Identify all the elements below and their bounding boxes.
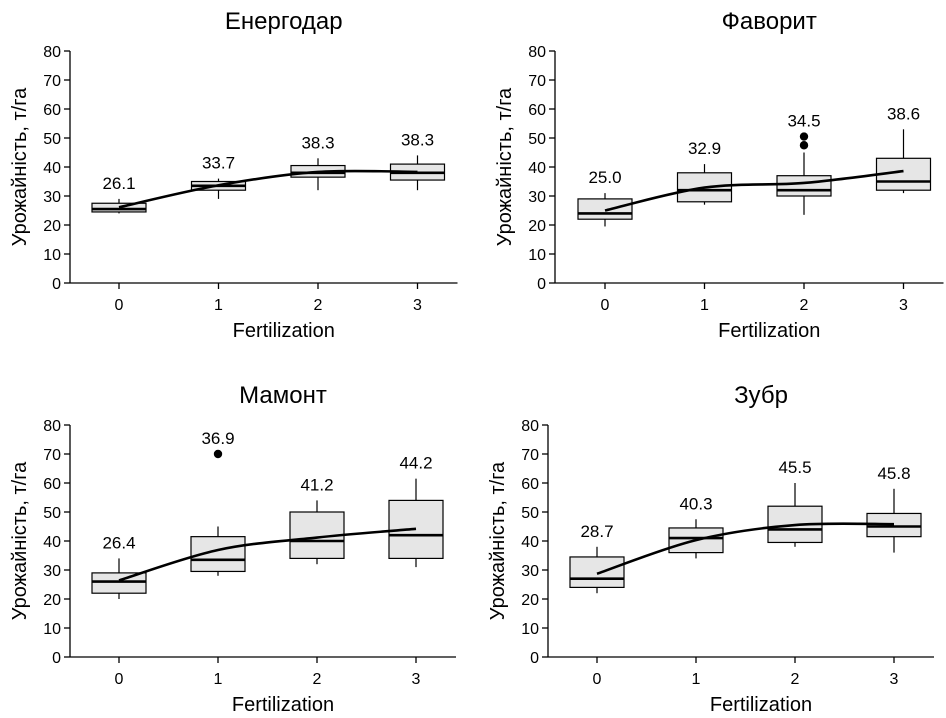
outlier-point	[799, 141, 809, 150]
y-tick-label: 50	[43, 131, 61, 148]
trend-line	[118, 169, 418, 209]
x-tick-label: 1	[692, 671, 701, 688]
y-axis-label: Урожайність, т/га	[494, 87, 516, 246]
x-tick-label: 2	[791, 671, 800, 688]
chart-title: Фаворит	[722, 8, 817, 35]
chart-title: Мамонт	[239, 382, 327, 409]
mean-label: 25.0	[588, 168, 621, 187]
x-tick-label: 0	[115, 297, 124, 314]
y-tick-label: 0	[530, 650, 539, 667]
x-tick-label: 2	[313, 671, 322, 688]
mean-label: 45.8	[877, 464, 910, 483]
x-axis-label: Fertilization	[718, 320, 820, 342]
chart-title: Енергодар	[225, 8, 343, 35]
y-tick-label: 80	[528, 44, 546, 61]
y-tick-label: 30	[43, 189, 61, 206]
y-axis-label: Урожайність, т/га	[9, 87, 31, 246]
x-tick-label: 2	[314, 297, 323, 314]
y-tick-label: 80	[43, 44, 61, 61]
mean-label: 45.5	[778, 458, 811, 477]
y-tick-label: 50	[43, 505, 61, 522]
mean-label: 41.2	[300, 475, 333, 494]
y-tick-label: 70	[528, 73, 546, 90]
x-tick-label: 2	[800, 297, 809, 314]
chart-panel-0: Енергодар 0 10 20 30 40 50 60 70 80 0 1 2 3 Fertilizat…	[9, 8, 458, 342]
box-iqr	[577, 198, 633, 220]
y-tick-label: 80	[43, 418, 61, 435]
y-tick-label: 70	[43, 447, 61, 464]
trend-line	[604, 169, 904, 212]
box-iqr	[569, 556, 625, 589]
mean-label: 34.5	[787, 112, 820, 131]
box-iqr	[190, 536, 246, 573]
y-tick-label: 60	[43, 102, 61, 119]
box-iqr	[91, 572, 147, 594]
y-tick-label: 30	[521, 563, 539, 580]
y-tick-label: 70	[521, 447, 539, 464]
x-tick-label: 0	[115, 671, 124, 688]
outlier-point	[799, 132, 809, 141]
y-tick-label: 10	[43, 621, 61, 638]
y-tick-label: 20	[521, 592, 539, 609]
y-tick-label: 40	[528, 160, 546, 177]
y-axis-label: Урожайність, т/га	[9, 461, 31, 620]
mean-label: 26.4	[102, 533, 135, 552]
y-tick-label: 20	[43, 218, 61, 235]
trend-line	[596, 522, 895, 576]
mean-label: 32.9	[688, 139, 721, 158]
mean-label: 40.3	[679, 494, 712, 513]
y-tick-label: 30	[528, 189, 546, 206]
y-tick-label: 30	[43, 563, 61, 580]
x-tick-label: 3	[899, 297, 908, 314]
trend-line	[118, 527, 417, 582]
x-tick-label: 1	[700, 297, 709, 314]
box-iqr	[91, 202, 147, 213]
y-axis-label: Урожайність, т/га	[487, 461, 509, 620]
y-tick-label: 0	[52, 276, 61, 293]
x-tick-label: 3	[890, 671, 899, 688]
y-tick-label: 60	[43, 476, 61, 493]
mean-label: 38.6	[887, 104, 920, 123]
x-tick-label: 0	[593, 671, 602, 688]
chart-panel-2: Мамонт 0 10 20 30 40 50 60 70 80 0 1 2 3 Fertilization…	[9, 382, 456, 716]
mean-label: 38.3	[401, 130, 434, 149]
box-iqr	[776, 175, 832, 197]
y-tick-label: 0	[52, 650, 61, 667]
x-tick-label: 1	[214, 671, 223, 688]
y-tick-label: 40	[521, 534, 539, 551]
y-tick-label: 60	[528, 102, 546, 119]
mean-label: 44.2	[399, 454, 432, 473]
mean-label: 26.1	[102, 174, 135, 193]
mean-label: 38.3	[301, 133, 334, 152]
x-axis-label: Fertilization	[232, 694, 334, 716]
x-tick-label: 1	[214, 297, 223, 314]
chart-title: Зубр	[734, 382, 788, 409]
x-axis-label: Fertilization	[233, 320, 335, 342]
y-tick-label: 20	[43, 592, 61, 609]
mean-label: 33.7	[202, 154, 235, 173]
y-tick-label: 10	[521, 621, 539, 638]
y-tick-label: 40	[43, 534, 61, 551]
y-tick-label: 70	[43, 73, 61, 90]
y-tick-label: 10	[43, 247, 61, 264]
mean-label: 36.9	[201, 429, 234, 448]
x-axis-label: Fertilization	[710, 694, 812, 716]
chart-panel-3: Зубр 0 10 20 30 40 50 60 70 80 0 1 2 3 Fertilization Ур…	[487, 382, 934, 716]
x-tick-label: 0	[601, 297, 610, 314]
chart-panel-1: Фаворит 0 10 20 30 40 50 60 70 80 0 1 2 3 Fertilizatio…	[494, 8, 944, 342]
outlier-point	[213, 449, 223, 459]
y-tick-label: 10	[528, 247, 546, 264]
y-tick-label: 40	[43, 160, 61, 177]
y-tick-label: 20	[528, 218, 546, 235]
y-tick-label: 80	[521, 418, 539, 435]
mean-label: 28.7	[580, 522, 613, 541]
y-tick-label: 60	[521, 476, 539, 493]
x-tick-label: 3	[413, 297, 422, 314]
x-tick-label: 3	[412, 671, 421, 688]
y-tick-label: 0	[537, 276, 546, 293]
y-tick-label: 50	[528, 131, 546, 148]
y-tick-label: 50	[521, 505, 539, 522]
